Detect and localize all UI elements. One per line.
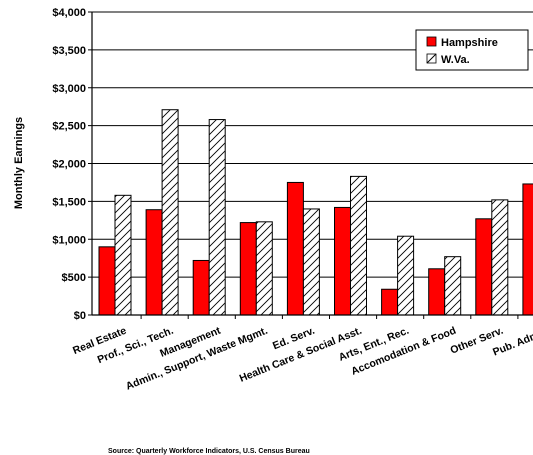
legend: Hampshire W.Va.	[415, 29, 529, 71]
bar-wva	[255, 221, 273, 316]
bar-wva	[161, 109, 179, 316]
bar-hampshire	[192, 259, 210, 316]
bar-hampshire	[475, 218, 493, 316]
legend-label-wva: W.Va.	[441, 54, 470, 66]
bar-wva	[444, 256, 462, 316]
y-tick-label: $500	[62, 272, 86, 284]
y-tick-label: $3,500	[52, 45, 86, 57]
legend-swatch-wva-hatch	[426, 53, 437, 64]
bar-wva	[208, 119, 226, 316]
y-tick-labels: $0 $500 $1,000 $1,500 $2,000 $2,500 $3,000 $3,5…	[52, 7, 86, 322]
bar-wva	[491, 199, 509, 316]
bar-wva	[350, 175, 367, 316]
legend-swatch-hampshire	[426, 36, 437, 47]
y-axis-label: Monthly Earnings	[13, 117, 25, 209]
bar-hampshire	[428, 268, 446, 316]
bar-hampshire	[239, 222, 257, 316]
bar-hampshire	[286, 181, 304, 316]
y-tick-label: $1,000	[52, 234, 86, 246]
y-tick-label: $4,000	[52, 7, 86, 19]
bar-hampshire	[522, 183, 533, 316]
bar-hampshire	[145, 209, 163, 316]
y-tick-label: $3,000	[52, 83, 86, 95]
bar-wva	[397, 235, 415, 316]
y-tick-label: $0	[74, 310, 86, 322]
legend-label-hampshire: Hampshire	[441, 37, 498, 49]
bar-hampshire	[98, 246, 116, 316]
y-tick-label: $2,500	[52, 121, 86, 133]
bar-hampshire	[334, 206, 351, 316]
source-note: Source: Quarterly Workforce Indicators, …	[108, 448, 310, 455]
bar-wva	[114, 194, 132, 316]
bar-hampshire	[381, 288, 399, 316]
legend-box	[415, 29, 529, 71]
y-tick-label: $2,000	[52, 159, 86, 171]
axes	[91, 12, 533, 319]
bar-wva	[302, 208, 320, 316]
y-tick-label: $1,500	[52, 196, 86, 208]
